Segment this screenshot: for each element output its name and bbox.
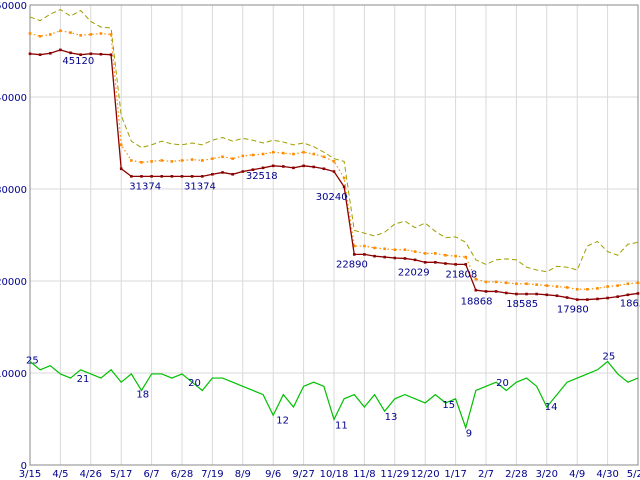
x-tick-label: 4/26 <box>80 469 102 480</box>
x-tick-label: 11/29 <box>380 469 409 480</box>
x-tick-label: 6/7 <box>144 469 160 480</box>
price-label: 18585 <box>506 299 538 310</box>
x-tick-label: 9/6 <box>265 469 281 480</box>
x-tick-label: 1/17 <box>444 469 466 480</box>
gridlines <box>29 4 639 465</box>
count-label: 9 <box>466 429 472 440</box>
series-lowest-price <box>28 48 640 301</box>
x-tick-label: 10/18 <box>320 469 349 480</box>
price-label: 22890 <box>336 259 368 270</box>
price-label: 18868 <box>461 296 493 307</box>
x-tick-label: 12/20 <box>411 469 440 480</box>
price-label: 18650 <box>620 298 640 309</box>
y-tick-label: 50000 <box>0 1 27 12</box>
annotations: 45120 31374 31374 32518 30240 22890 22029 21808… <box>26 56 640 440</box>
x-tick-label: 4/5 <box>52 469 68 480</box>
count-label: 25 <box>603 352 616 363</box>
series-average-price <box>28 29 640 291</box>
price-label: 22029 <box>398 267 430 278</box>
count-label: 13 <box>385 412 398 423</box>
x-tick-label: 3/20 <box>536 469 558 480</box>
count-label: 11 <box>335 420 348 431</box>
count-label: 18 <box>136 389 149 400</box>
price-label: 31374 <box>184 181 216 192</box>
x-tick-label: 3/15 <box>19 469 41 480</box>
y-tick-label: 30000 <box>0 185 27 196</box>
series-highest-price <box>29 9 639 273</box>
price-label: 30240 <box>316 192 348 203</box>
price-label: 32518 <box>246 171 278 182</box>
count-label: 25 <box>26 356 39 367</box>
x-tick-label: 2/28 <box>505 469 527 480</box>
count-label: 20 <box>188 378 201 389</box>
series-item-count <box>29 360 639 430</box>
price-label: 21808 <box>445 269 477 280</box>
y-tick-label: 0 <box>21 461 27 472</box>
price-label: 45120 <box>62 56 94 67</box>
price-label: 31374 <box>129 181 161 192</box>
count-label: 12 <box>276 415 289 426</box>
y-tick-label: 20000 <box>0 277 27 288</box>
x-tick-label: 2/7 <box>478 469 494 480</box>
price-label: 17980 <box>557 305 589 316</box>
x-tick-label: 11/8 <box>353 469 375 480</box>
x-tick-label: 5/17 <box>110 469 132 480</box>
count-label: 20 <box>496 378 509 389</box>
x-tick-label: 7/19 <box>201 469 223 480</box>
x-tick-label: 4/30 <box>596 469 618 480</box>
y-tick-label: 40000 <box>0 93 27 104</box>
x-tick-label: 5/28 <box>627 469 640 480</box>
count-label: 15 <box>442 400 455 411</box>
plot-border <box>29 4 639 466</box>
count-label: 21 <box>77 374 90 385</box>
count-label: 14 <box>545 402 558 413</box>
x-tick-label: 6/28 <box>171 469 193 480</box>
y-tick-label: 10000 <box>0 369 27 380</box>
x-tick-label: 4/9 <box>569 469 585 480</box>
x-tick-label: 9/27 <box>292 469 314 480</box>
x-tick-label: 8/9 <box>235 469 251 480</box>
